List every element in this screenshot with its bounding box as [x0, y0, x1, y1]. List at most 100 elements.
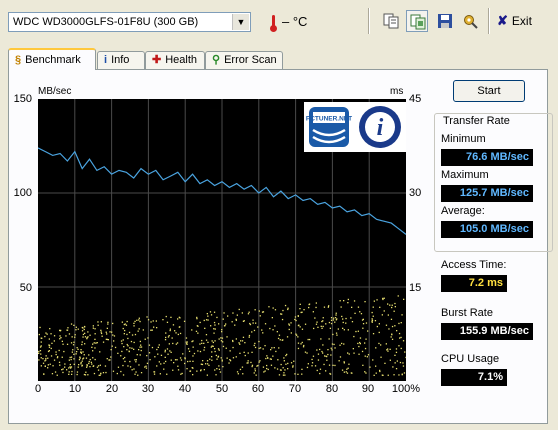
- access-time-point: [165, 336, 167, 339]
- access-time-point: [200, 369, 202, 371]
- access-time-point: [184, 358, 186, 360]
- access-time-point: [366, 356, 368, 358]
- access-time-point: [62, 343, 64, 345]
- access-time-point: [62, 368, 64, 370]
- access-time-point: [134, 320, 136, 323]
- access-time-point: [264, 370, 266, 372]
- start-button[interactable]: Start: [453, 80, 525, 102]
- access-time-point: [200, 363, 202, 365]
- access-time-point: [278, 374, 281, 376]
- access-time-point: [257, 364, 259, 367]
- access-time-point: [192, 374, 194, 376]
- access-time-point: [351, 321, 354, 323]
- access-time-point: [297, 336, 299, 338]
- tab-label: Error Scan: [224, 54, 277, 66]
- access-time-point: [40, 357, 42, 359]
- access-time-point: [59, 338, 61, 340]
- access-time-point: [371, 318, 373, 320]
- access-time-point: [196, 370, 198, 372]
- access-time-point: [210, 325, 212, 327]
- access-time-point: [259, 360, 261, 362]
- access-time-point: [47, 364, 49, 366]
- access-time-point: [339, 356, 342, 358]
- access-time-point: [405, 356, 406, 359]
- exit-button[interactable]: ✘ Exit: [497, 12, 532, 30]
- save-button[interactable]: [434, 10, 456, 32]
- access-time-point: [192, 355, 194, 357]
- access-time-point: [343, 371, 345, 373]
- access-time-point: [343, 362, 345, 364]
- access-time-point: [402, 365, 405, 367]
- access-time-point: [68, 373, 70, 375]
- access-time-point: [271, 347, 273, 349]
- tab-info[interactable]: i Info: [97, 51, 145, 70]
- access-time-point: [45, 332, 47, 334]
- access-time-point: [212, 341, 214, 344]
- access-time-point: [99, 374, 101, 376]
- access-time-point: [196, 316, 198, 319]
- access-time-point: [232, 346, 234, 349]
- copy-text-button[interactable]: [380, 10, 402, 32]
- access-time-point: [217, 356, 219, 358]
- access-time-point: [137, 374, 139, 376]
- access-time-point: [117, 352, 119, 354]
- drive-select[interactable]: WDC WD3000GLFS-01F8U (300 GB) ▼: [8, 12, 251, 32]
- tab-health[interactable]: ✚ Health: [145, 51, 205, 70]
- access-time-point: [68, 371, 70, 373]
- access-time-point: [92, 327, 94, 329]
- access-time-point: [321, 327, 323, 329]
- toolbar: WDC WD3000GLFS-01F8U (300 GB) ▼ – °C ✘ Ex…: [0, 0, 558, 44]
- options-button[interactable]: [460, 10, 482, 32]
- access-time-point: [330, 317, 333, 319]
- copy-screenshot-button[interactable]: [406, 10, 428, 32]
- pctuner-logo-text: PCTUNER.NET: [306, 116, 352, 123]
- access-time-point: [343, 300, 345, 302]
- access-time-point: [153, 373, 156, 375]
- exit-label: Exit: [511, 14, 532, 28]
- access-time-point: [322, 344, 324, 346]
- access-time-point: [128, 331, 131, 334]
- access-time-point: [75, 329, 77, 331]
- access-time-point: [39, 346, 42, 348]
- tab-benchmark[interactable]: § Benchmark: [8, 48, 96, 70]
- access-time-point: [360, 313, 363, 315]
- access-time-point: [93, 365, 95, 367]
- access-time-point: [248, 311, 250, 313]
- access-time-point: [68, 333, 71, 335]
- access-time-point: [372, 315, 374, 317]
- tab-error-scan[interactable]: ⚲ Error Scan: [205, 51, 283, 70]
- access-time-point: [295, 333, 297, 335]
- access-time-point: [82, 333, 85, 336]
- access-time-point: [216, 316, 218, 319]
- access-time-point: [144, 366, 146, 368]
- access-time-point: [369, 366, 371, 368]
- access-time-point: [186, 343, 188, 345]
- access-time-point: [211, 359, 213, 361]
- x-tick-label: 10: [68, 383, 82, 395]
- access-time-point: [113, 335, 116, 337]
- access-time-point: [266, 367, 268, 370]
- access-time-point: [224, 324, 226, 327]
- access-time-point: [371, 311, 373, 314]
- access-time-point: [139, 340, 141, 343]
- access-time-point: [47, 357, 49, 359]
- access-time-point: [401, 314, 403, 316]
- access-time-point: [185, 337, 188, 339]
- chevron-down-icon[interactable]: ▼: [232, 14, 249, 30]
- access-time-point: [354, 312, 356, 314]
- access-time-point: [387, 374, 389, 376]
- access-time-point: [372, 306, 374, 308]
- benchmark-icon: §: [15, 54, 22, 66]
- access-time-point: [345, 317, 347, 320]
- access-time-point: [99, 351, 101, 353]
- x-tick-label: 60: [251, 383, 265, 395]
- access-time-point: [62, 371, 64, 374]
- access-time-point: [214, 324, 216, 326]
- access-time-point: [159, 373, 161, 375]
- access-time-point: [221, 331, 223, 333]
- access-time-point: [111, 331, 113, 333]
- access-time-point: [75, 353, 77, 355]
- access-time-point: [207, 363, 209, 365]
- access-time-point: [203, 342, 205, 344]
- access-time-point: [180, 373, 182, 375]
